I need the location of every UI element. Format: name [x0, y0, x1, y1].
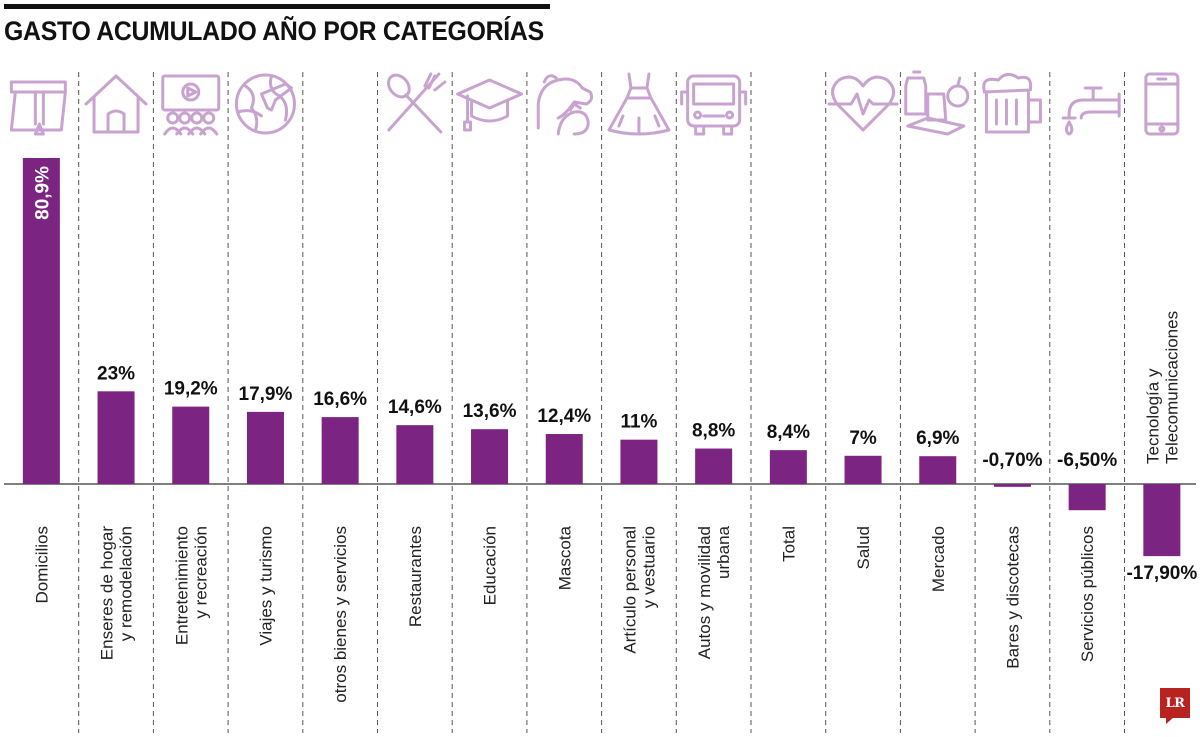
category-label: Artículo personal — [620, 526, 639, 654]
bar — [172, 406, 210, 484]
category-label: otros bienes y servicios — [331, 526, 350, 703]
category-label: Salud — [854, 526, 873, 569]
category-label: Total — [779, 526, 798, 562]
category-label: Domicilios — [32, 526, 51, 603]
bar — [471, 429, 509, 484]
category-label: y vestuario — [639, 526, 658, 608]
cinema-screen-icon — [161, 74, 221, 136]
graduation-cap-icon — [456, 78, 524, 132]
bar-value-label: 23% — [97, 363, 135, 384]
bar — [1143, 484, 1181, 557]
fork-spoon-icon — [387, 72, 447, 134]
bar — [246, 411, 284, 484]
category-label: Servicios públicos — [1078, 526, 1097, 662]
category-label: Mercado — [929, 526, 948, 592]
bar — [620, 439, 658, 484]
bus-icon — [680, 74, 748, 136]
bar — [22, 158, 60, 484]
bar — [919, 456, 957, 484]
bar-value-label: 13,6% — [463, 401, 517, 422]
globe-plane-icon — [234, 73, 296, 135]
category-label: Telecomunicaciones — [1162, 311, 1181, 464]
category-label: Mascota — [555, 525, 574, 590]
category-label: Enseres de hogar — [98, 526, 117, 661]
house-icon — [84, 74, 148, 134]
delivery-bag-icon — [9, 80, 67, 136]
category-label: urbana — [714, 525, 733, 578]
category-label: Autos y movilidad — [695, 526, 714, 659]
water-tap-icon — [1061, 86, 1121, 136]
beer-mug-icon — [982, 73, 1042, 134]
bar-value-label: -6,50% — [1057, 450, 1117, 471]
bar-value-label: 17,9% — [239, 384, 293, 405]
bar-value-label: 14,6% — [388, 397, 442, 418]
category-label: Bares y discotecas — [1003, 526, 1022, 669]
bar-value-label: 8,4% — [767, 422, 810, 443]
groceries-icon — [904, 70, 970, 136]
category-label: Educación — [481, 526, 500, 605]
bar-value-label: 6,9% — [916, 428, 959, 449]
bar — [396, 425, 434, 484]
bar — [993, 484, 1031, 487]
category-label: y recreación — [191, 526, 210, 619]
bar-value-label: 12,4% — [537, 406, 591, 427]
chart-title: GASTO ACUMULADO AÑO POR CATEGORÍAS — [4, 16, 544, 46]
dress-icon — [607, 72, 671, 136]
bar-value-label: 19,2% — [164, 379, 218, 400]
bar — [321, 417, 359, 484]
category-label: y remodelación — [117, 526, 136, 641]
bar-value-label: 16,6% — [313, 389, 367, 410]
category-label: Tecnología y — [1143, 368, 1162, 464]
lr-logo: LR — [1160, 688, 1190, 724]
bar — [97, 391, 135, 484]
bar — [769, 450, 807, 484]
bar — [1068, 484, 1106, 511]
smartphone-icon — [1144, 72, 1180, 136]
bar-value-label: -0,70% — [982, 450, 1042, 471]
bar — [844, 455, 882, 484]
category-label: Restaurantes — [406, 526, 425, 627]
bar-value-label: 80,9% — [32, 166, 53, 220]
category-label: Entretenimiento — [172, 526, 191, 645]
title-rule — [4, 4, 550, 9]
bar-value-label: 11% — [620, 412, 657, 433]
bar-value-label: 8,8% — [692, 421, 735, 442]
heart-pulse-icon — [827, 75, 899, 132]
pets-icon — [536, 74, 594, 136]
category-label: Viajes y turismo — [256, 526, 275, 646]
bar-value-label: 7% — [849, 428, 877, 449]
bar — [695, 448, 733, 484]
bar — [545, 434, 583, 484]
bar-value-label: -17,90% — [1126, 563, 1197, 584]
